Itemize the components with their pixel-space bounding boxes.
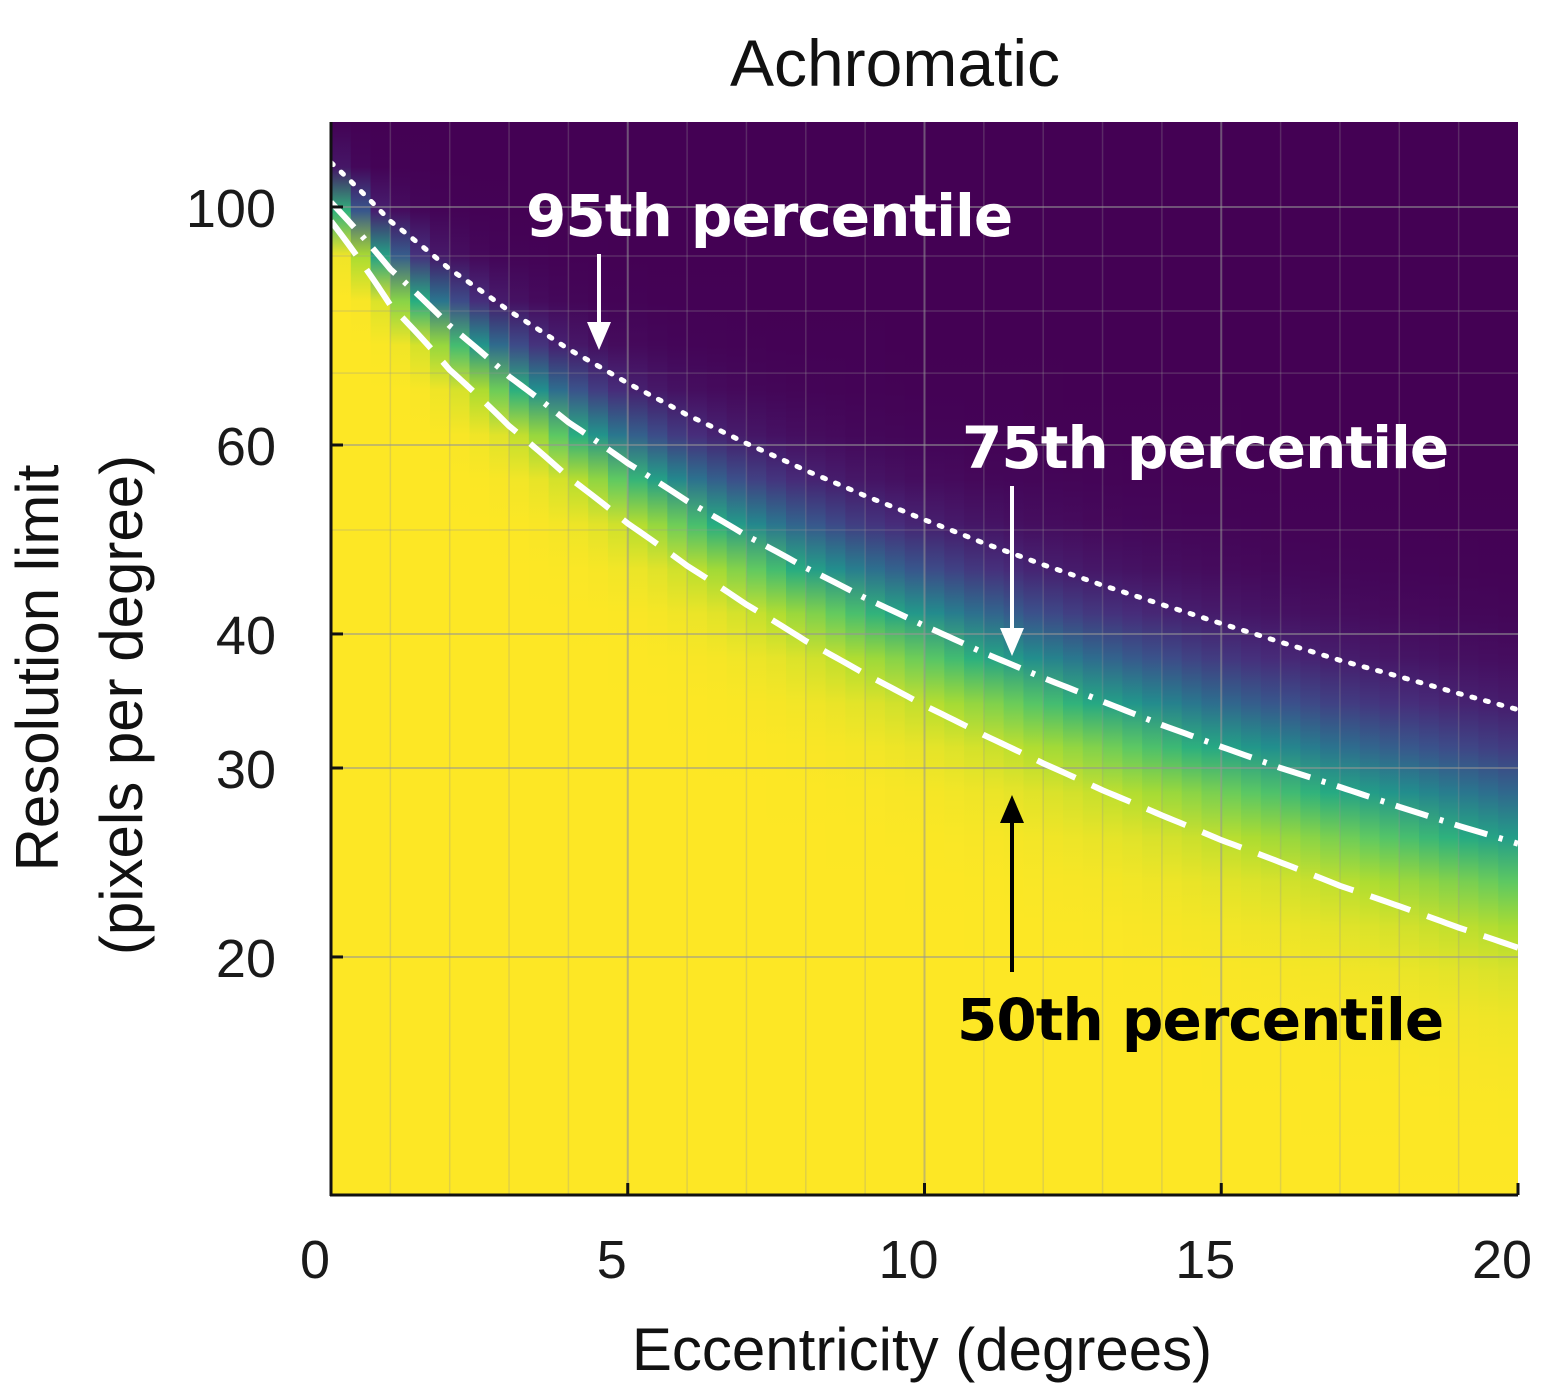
x-tick-label: 15: [1175, 1230, 1235, 1290]
x-tick-label: 5: [597, 1230, 627, 1290]
x-tick-label: 20: [1472, 1230, 1532, 1290]
chart-title: Achromatic: [730, 26, 1060, 100]
curve-75th-percentile: [331, 200, 1518, 847]
x-tick-label: 10: [878, 1230, 938, 1290]
annotation-95th-percentile: 95th percentile: [526, 182, 1013, 350]
x-axis-ticks: 0 5 10 15 20: [300, 1183, 1532, 1290]
annotation-label: 50th percentile: [957, 986, 1443, 1054]
annotation-arrow-head: [1000, 795, 1024, 823]
y-tick-label: 40: [216, 606, 276, 666]
annotations: 95th percentile 75th percentile 50th perce…: [526, 182, 1449, 1054]
annotation-arrow-head: [587, 322, 611, 350]
y-axis-label-line1: Resolution limit: [4, 464, 71, 871]
y-tick-label: 20: [216, 929, 276, 989]
annotation-50th-percentile: 50th percentile: [957, 795, 1444, 1054]
grid-lines: [331, 122, 1518, 1195]
annotation-75th-percentile: 75th percentile: [962, 414, 1449, 656]
y-axis-ticks: 20 30 40 60 100: [186, 179, 343, 989]
annotation-label: 75th percentile: [962, 414, 1448, 482]
plot-area: [331, 122, 1518, 1195]
x-axis-label: Eccentricity (degrees): [632, 1316, 1212, 1383]
x-tick-label: 0: [300, 1230, 330, 1290]
y-tick-label: 30: [216, 740, 276, 800]
percentile-curves: [331, 160, 1518, 951]
y-tick-label: 60: [216, 417, 276, 477]
heatmap-field: [331, 122, 1518, 1195]
y-axis-label-line2: (pixels per degree): [88, 455, 155, 955]
curve-95th-percentile: [331, 160, 1518, 713]
annotation-arrow-head: [1000, 628, 1024, 656]
annotation-label: 95th percentile: [526, 182, 1012, 250]
y-tick-label: 100: [186, 179, 276, 239]
curve-50th-percentile: [331, 219, 1518, 951]
